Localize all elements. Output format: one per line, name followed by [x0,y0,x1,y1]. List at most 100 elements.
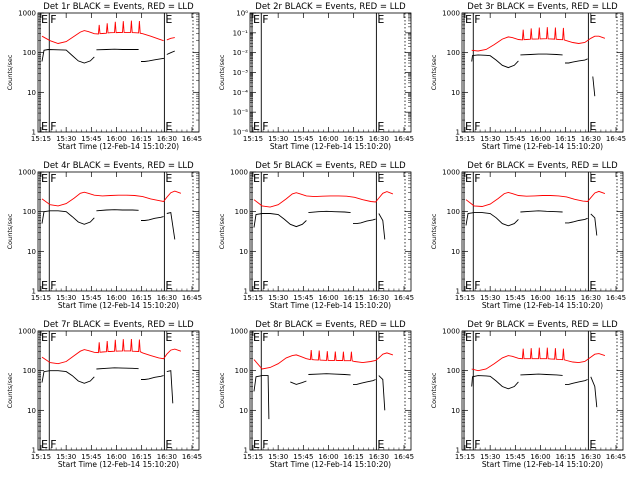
plot-frame [249,12,412,133]
event-marker-label-bottom: F [262,120,268,133]
x-tick-label: 15:45 [505,294,525,302]
event-marker-label: E [253,331,260,344]
event-marker-label-bottom: F [50,279,56,292]
y-axis-label: Counts/sec [218,213,226,249]
x-tick-label: 16:30 [157,294,177,302]
x-tick-label: 16:15 [132,453,152,461]
y-axis-label: Counts/sec [6,213,14,249]
x-tick-label: 15:45 [505,135,525,143]
chart-title: Det 5r BLACK = Events, RED = LLD [255,161,406,171]
x-tick-label: 16:15 [132,294,152,302]
y-tick-label: 100 [23,208,36,216]
chart-title: Det 6r BLACK = Events, RED = LLD [467,161,618,171]
event-marker-label: E [589,13,596,26]
x-axis-label: Start Time (12-Feb-14 15:10:20) [270,301,391,310]
x-tick-label: 15:30 [268,294,288,302]
event-marker-label: E [465,13,472,26]
series-line-lld [471,27,606,52]
y-tick-label: 100 [447,49,460,57]
x-tick-label: 15:30 [56,294,76,302]
y-tick-label: 10 [239,407,248,415]
y-tick-label: 10⁻⁶ [233,129,249,137]
y-tick-label: 1 [244,447,248,455]
x-axis-label: Start Time (12-Feb-14 15:10:20) [482,301,603,310]
y-tick-label: 1000 [230,169,248,177]
chart-title: Det 2r BLACK = Events, RED = LLD [255,2,406,12]
event-marker-label: E [589,331,596,344]
x-tick-label: 15:15 [243,135,263,143]
y-tick-label: 10 [451,407,460,415]
x-tick-label: 15:15 [31,453,51,461]
event-marker-label-bottom: E [41,279,48,292]
x-tick-label: 15:30 [56,453,76,461]
x-tick-label: 16:45 [182,135,202,143]
x-axis-label: Start Time (12-Feb-14 15:10:20) [482,142,603,151]
x-tick-label: 15:45 [505,453,525,461]
plot-frame [37,12,200,133]
x-axis-label: Start Time (12-Feb-14 15:10:20) [482,460,603,469]
event-marker-label-bottom: E [589,438,596,451]
plot-frame [37,171,200,292]
x-tick-label: 15:30 [56,135,76,143]
chart-title: Det 4r BLACK = Events, RED = LLD [43,161,194,171]
event-marker-label-bottom: E [165,120,172,133]
x-tick-label: 16:30 [581,294,601,302]
y-tick-label: 10⁻³ [233,69,249,77]
event-marker-label: E [41,331,48,344]
event-marker-label: E [377,331,384,344]
event-marker-label: E [253,172,260,185]
y-tick-label: 1 [456,288,460,296]
y-tick-label: 10⁰ [236,10,248,18]
x-tick-label: 16:00 [106,135,126,143]
x-tick-label: 16:45 [394,135,414,143]
chart-panel-6: Det 6r BLACK = Events, RED = LLD 1 10 100 10… [430,161,626,310]
series-line-lld [41,338,182,365]
event-marker-label-bottom: E [253,279,260,292]
x-tick-label: 16:15 [344,135,364,143]
event-marker-label: E [377,13,384,26]
plot-frame [37,330,200,451]
x-tick-label: 16:15 [344,453,364,461]
y-tick-label: 1000 [18,328,36,336]
x-tick-label: 16:00 [318,135,338,143]
x-tick-label: 16:00 [530,294,550,302]
x-tick-label: 15:15 [31,135,51,143]
event-marker-label: E [465,331,472,344]
y-tick-label: 10⁻¹ [233,29,249,37]
event-marker-label-bottom: F [474,279,480,292]
y-tick-label: 1 [32,447,36,455]
chart-panel-7: Det 7r BLACK = Events, RED = LLD 1 10 100 10… [6,320,202,469]
x-tick-label: 16:00 [106,453,126,461]
x-tick-label: 16:15 [556,294,576,302]
event-marker-label: E [41,13,48,26]
series-line-lld [41,20,175,44]
y-tick-label: 10 [27,407,36,415]
x-tick-label: 16:15 [132,135,152,143]
y-axis-label: Counts/sec [218,372,226,408]
chart-panel-3: Det 3r BLACK = Events, RED = LLD 1 10 100 10… [430,2,626,151]
plot-frame [249,171,412,292]
x-tick-label: 16:45 [606,135,626,143]
x-tick-label: 15:45 [293,294,313,302]
chart-panel-5: Det 5r BLACK = Events, RED = LLD 1 10 100 10… [218,161,414,310]
event-marker-label-bottom: F [262,438,268,451]
x-tick-label: 16:30 [369,135,389,143]
event-marker-label: F [474,13,480,26]
event-marker-label: F [262,172,268,185]
series-line-lld [471,347,606,372]
x-tick-label: 15:45 [81,294,101,302]
plot-frame [249,330,412,451]
series-line-lld [253,191,394,208]
x-tick-label: 16:45 [606,453,626,461]
event-marker-label-bottom: F [262,279,268,292]
event-marker-label-bottom: E [165,279,172,292]
chart-panel-1: Det 1r BLACK = Events, RED = LLD 1 10 100 10… [6,2,202,151]
chart-title: Det 3r BLACK = Events, RED = LLD [467,2,618,12]
series-line-events [41,48,175,64]
event-marker-label: F [50,172,56,185]
plot-frame [461,330,624,451]
y-tick-label: 1000 [442,10,460,18]
x-axis-label: Start Time (12-Feb-14 15:10:20) [58,460,179,469]
